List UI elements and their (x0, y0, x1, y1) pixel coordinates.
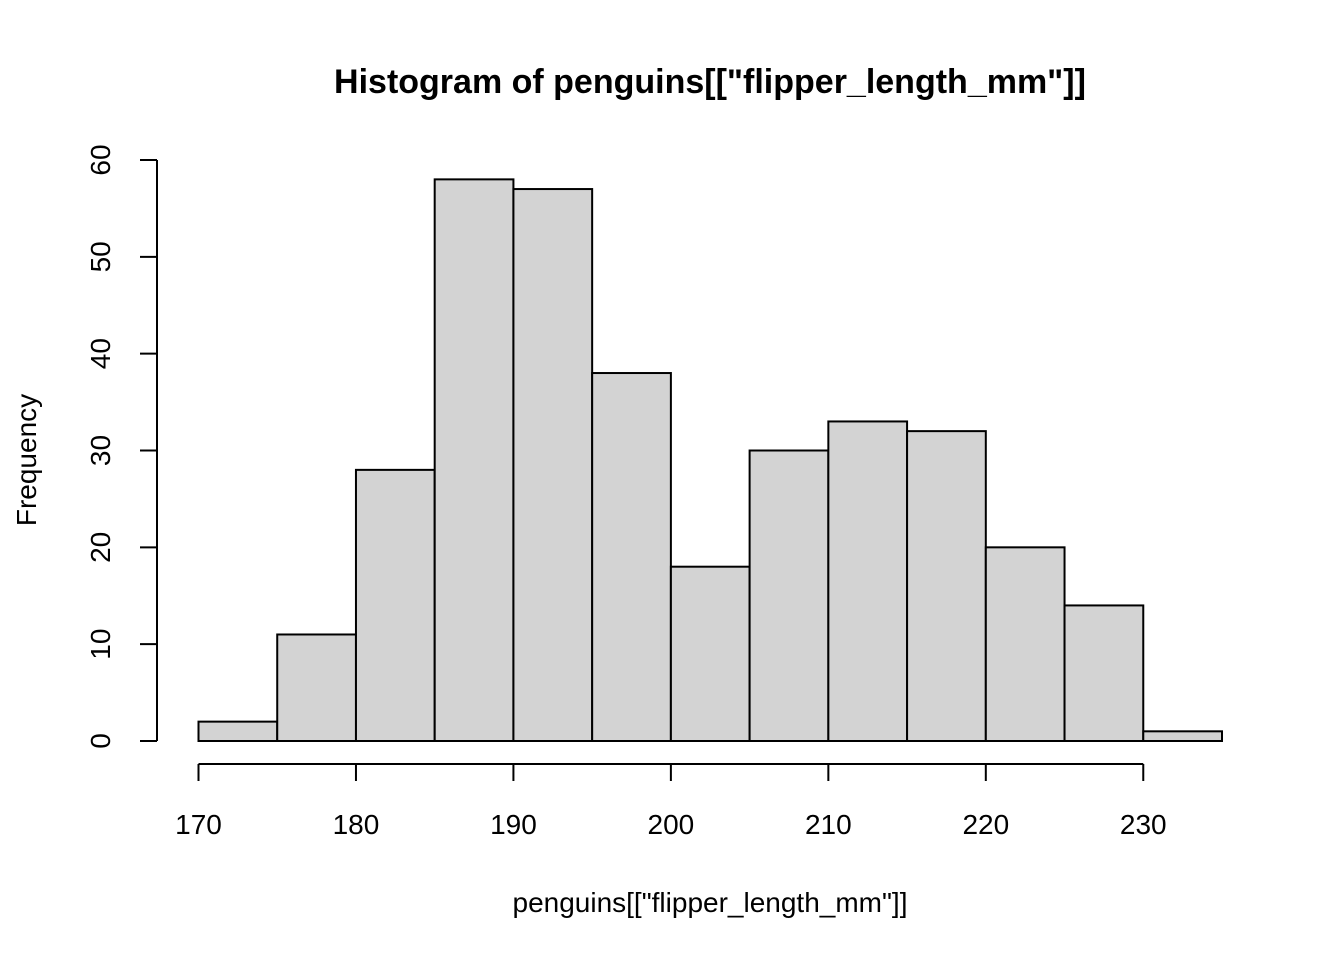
histogram-bar-175-180 (276, 633, 357, 743)
x-tick-label-210: 210 (805, 809, 852, 840)
chart-title: Histogram of penguins[["flipper_length_m… (334, 63, 1086, 101)
y-tick-label-50: 50 (85, 241, 116, 272)
histogram-bar-210-215 (827, 420, 909, 742)
histogram-bar-170-175 (197, 720, 279, 743)
y-tick-label-30: 30 (85, 435, 116, 466)
x-tick-label-220: 220 (962, 809, 1009, 840)
x-tick-label-200: 200 (648, 809, 695, 840)
histogram-bar-180-185 (354, 468, 436, 742)
x-axis: 170 180 190 200 210 220 230 (175, 763, 1167, 840)
histogram-bar-190-195 (512, 188, 594, 743)
y-tick-label-60: 60 (85, 144, 116, 175)
x-tick-label-230: 230 (1120, 809, 1167, 840)
y-tick-label-0: 0 (85, 733, 116, 749)
histogram-bar-220-225 (984, 546, 1066, 742)
y-axis: 0 10 20 30 40 50 60 (85, 144, 158, 749)
histogram-bar-200-205 (669, 565, 751, 743)
histogram-bar-225-230 (1063, 604, 1145, 743)
bars-group (197, 178, 1224, 743)
histogram-bar-205-210 (748, 449, 830, 742)
x-tick-label-170: 170 (175, 809, 222, 840)
x-axis-label: penguins[["flipper_length_mm"]] (513, 887, 908, 918)
y-tick-label-20: 20 (85, 532, 116, 563)
histogram-bar-230-235 (1142, 730, 1224, 742)
y-axis-label: Frequency (11, 394, 42, 526)
histogram-bar-185-190 (433, 178, 515, 743)
y-tick-label-40: 40 (85, 338, 116, 369)
x-tick-label-190: 190 (490, 809, 537, 840)
y-tick-label-10: 10 (85, 629, 116, 660)
histogram-bar-215-220 (906, 430, 987, 742)
x-tick-label-180: 180 (333, 809, 380, 840)
histogram-bar-195-200 (591, 372, 672, 742)
